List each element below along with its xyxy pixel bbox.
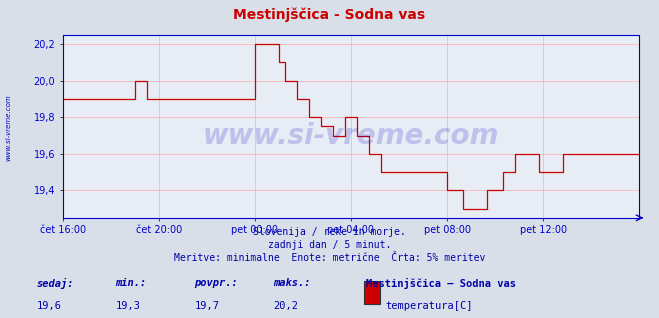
Text: sedaj:: sedaj:	[36, 278, 74, 289]
Text: 20,2: 20,2	[273, 301, 299, 310]
Text: Slovenija / reke in morje.: Slovenija / reke in morje.	[253, 227, 406, 237]
Text: povpr.:: povpr.:	[194, 278, 238, 288]
Text: 19,6: 19,6	[36, 301, 61, 310]
Text: 19,3: 19,3	[115, 301, 140, 310]
Text: temperatura[C]: temperatura[C]	[386, 301, 473, 310]
Text: Mestinjščica – Sodna vas: Mestinjščica – Sodna vas	[366, 278, 516, 289]
Text: maks.:: maks.:	[273, 278, 311, 288]
Text: Meritve: minimalne  Enote: metrične  Črta: 5% meritev: Meritve: minimalne Enote: metrične Črta:…	[174, 253, 485, 263]
Text: www.si-vreme.com: www.si-vreme.com	[203, 121, 499, 149]
Text: www.si-vreme.com: www.si-vreme.com	[5, 94, 11, 161]
Text: min.:: min.:	[115, 278, 146, 288]
Text: zadnji dan / 5 minut.: zadnji dan / 5 minut.	[268, 240, 391, 250]
Text: Mestinjščica - Sodna vas: Mestinjščica - Sodna vas	[233, 8, 426, 23]
Text: 19,7: 19,7	[194, 301, 219, 310]
